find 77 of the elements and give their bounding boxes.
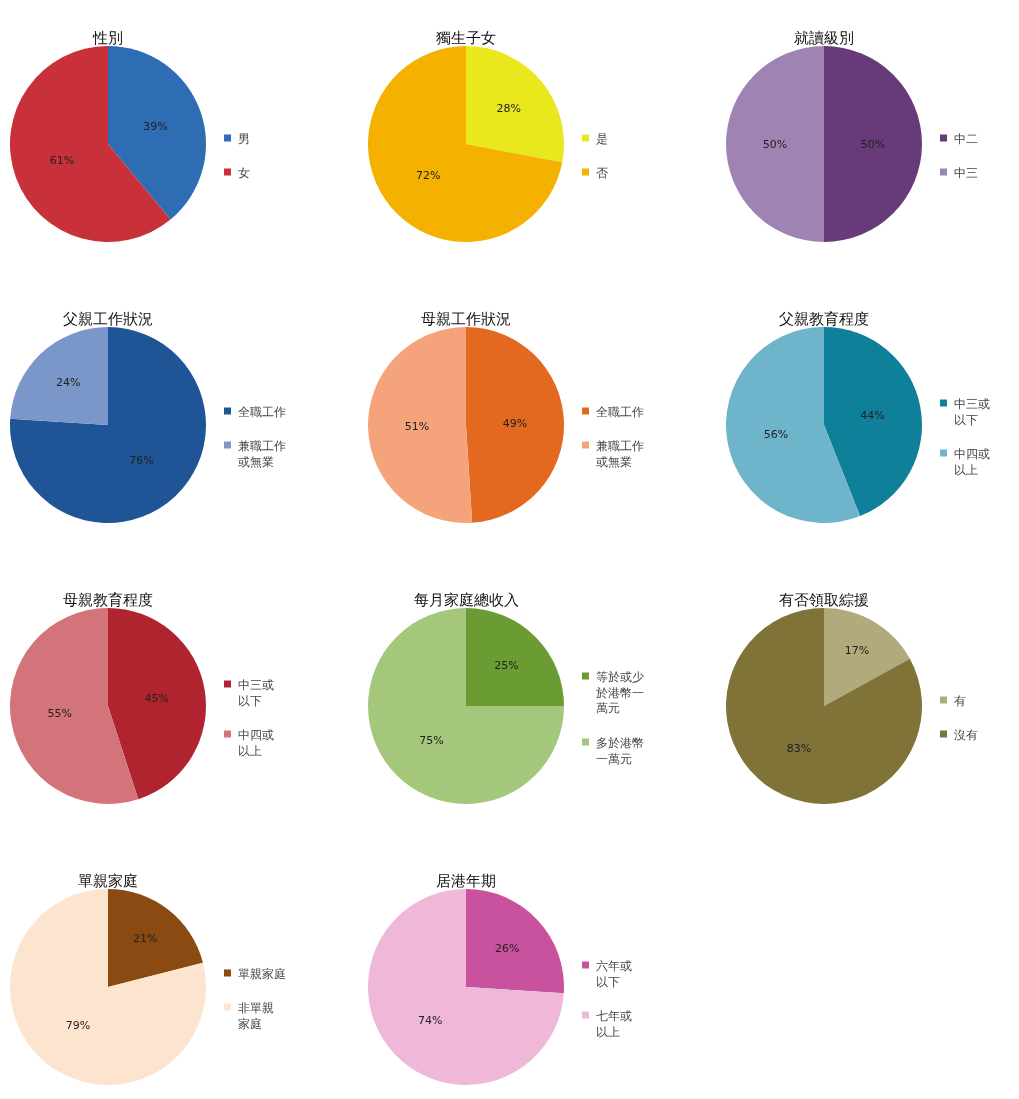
data-label: 50% (860, 137, 886, 151)
legend-label: 中二 (954, 132, 978, 146)
data-label: 56% (763, 427, 789, 441)
data-label: 79% (65, 1019, 91, 1033)
legend-label: 是 (596, 132, 608, 146)
legend-label: 中三 (954, 166, 978, 180)
pie-slice (824, 327, 922, 517)
pie-slice (824, 608, 910, 706)
pie-slice (368, 889, 564, 1085)
chart-title: 獨生子女 (436, 29, 496, 47)
legend-label: 中三或以下 (954, 397, 990, 427)
data-label: 17% (844, 643, 870, 657)
legend-label: 兼職工作或無業 (238, 439, 286, 469)
data-label: 72% (416, 168, 441, 182)
pie-slice (108, 46, 206, 220)
legend-label: 非單親家庭 (238, 1001, 274, 1031)
data-label: 24% (55, 376, 81, 390)
data-label: 28% (496, 102, 521, 116)
legend-label: 否 (596, 166, 608, 180)
legend-label: 女 (238, 166, 250, 180)
pie-slice (10, 327, 206, 523)
pie-slice (108, 889, 203, 987)
chart-title: 父親工作狀況 (63, 310, 153, 328)
legend-label: 中四或以上 (238, 728, 274, 758)
pie-slice (10, 889, 206, 1085)
data-label: 25% (494, 658, 519, 672)
pie-slice (10, 327, 108, 425)
data-label: 61% (49, 154, 75, 168)
pie-slice (726, 327, 861, 523)
data-label: 83% (786, 741, 812, 755)
pie-slice (10, 608, 139, 804)
pie-slice (824, 46, 922, 242)
legend-label: 男 (238, 132, 250, 146)
pie-slice (368, 46, 563, 242)
chart-title: 居港年期 (436, 872, 496, 890)
data-label: 74% (418, 1014, 443, 1028)
chart-title: 母親教育程度 (63, 591, 153, 609)
chart-title: 就讀級別 (794, 29, 854, 47)
legend-label: 多於港幣一萬元 (596, 736, 644, 766)
pie-slice (10, 46, 171, 242)
legend-label: 全職工作 (596, 405, 644, 419)
pie-slice (726, 46, 824, 242)
data-label: 45% (144, 691, 169, 705)
pie-slice (466, 889, 564, 994)
data-label: 26% (495, 941, 520, 955)
pie-slice (368, 608, 564, 804)
chart-title: 每月家庭總收入 (413, 591, 519, 609)
legend-label: 沒有 (954, 728, 978, 742)
data-label: 44% (860, 409, 885, 423)
slice-label: 單親家庭 (78, 872, 138, 890)
legend-label: 兼職工作或無業 (596, 439, 644, 469)
legend-label: 有 (954, 694, 966, 708)
data-label: 75% (419, 734, 444, 748)
pie-slice (466, 608, 564, 706)
legend-label: 全職工作 (238, 405, 286, 419)
data-label: 55% (47, 707, 72, 721)
data-label: 21% (133, 932, 158, 946)
legend-label: 七年或以上 (596, 1009, 632, 1039)
data-label: 50% (762, 137, 788, 151)
pie-slice (108, 608, 206, 800)
data-label: 51% (404, 420, 430, 434)
pie-slice (466, 327, 564, 523)
data-label: 39% (143, 120, 168, 134)
data-label: 76% (129, 454, 154, 468)
chart-title: 母親工作狀況 (421, 310, 511, 328)
legend-label: 六年或以下 (596, 959, 632, 989)
chart-title: 性別 (92, 29, 123, 47)
legend-label: 中三或以下 (238, 678, 274, 708)
pie-slice (726, 608, 922, 804)
legend-label: 中四或以上 (954, 447, 990, 477)
chart-title: 有否領取綜援 (779, 591, 869, 609)
pie-slice (466, 46, 564, 163)
legend-label: 單親家庭 (238, 967, 286, 981)
pie-slice (368, 327, 473, 523)
chart-title: 父親教育程度 (779, 310, 869, 328)
legend-label: 等於或少於港幣一萬元 (596, 670, 644, 716)
data-label: 49% (502, 416, 528, 430)
